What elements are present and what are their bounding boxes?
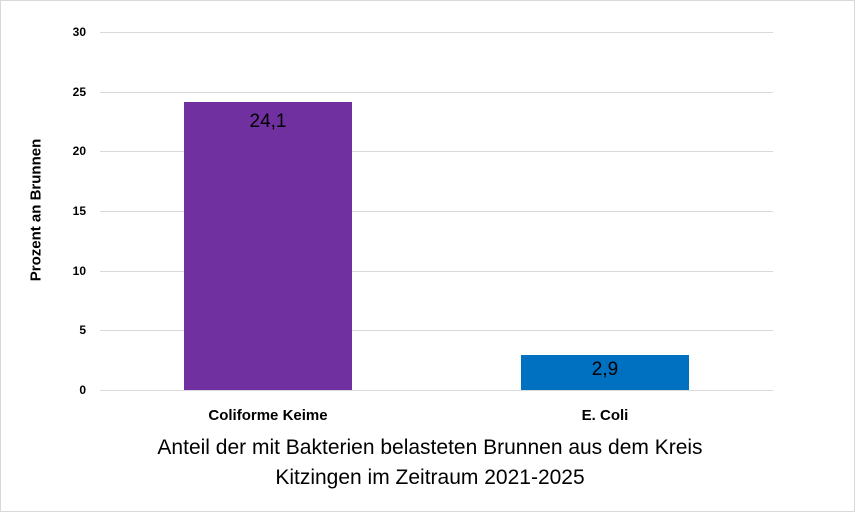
y-tick-label: 5 (79, 323, 86, 337)
gridline (100, 390, 773, 391)
gridline (100, 151, 773, 152)
x-tick-label: E. Coli (581, 407, 629, 424)
gridline (100, 211, 773, 212)
gridline (100, 271, 773, 272)
data-label: 2,9 (591, 359, 619, 380)
bar-coliforme-keime: 24,1 (184, 102, 352, 390)
gridline (100, 330, 773, 331)
x-axis-title-line-1: Anteil der mit Bakterien belasteten Brun… (157, 436, 703, 459)
gridline (100, 32, 773, 33)
x-axis-title: Anteil der mit Bakterien belasteten Brun… (60, 433, 800, 493)
x-axis-title-line-2: Kitzingen im Zeitraum 2021-2025 (275, 466, 585, 489)
data-label: 24,1 (249, 111, 287, 132)
y-tick-label: 30 (72, 25, 86, 39)
gridline (100, 92, 773, 93)
x-tick-label: Coliforme Keime (208, 407, 328, 424)
y-tick-label: 25 (72, 85, 86, 99)
y-tick-label: 15 (72, 204, 86, 218)
bar-e-coli: 2,9 (521, 355, 689, 390)
y-tick-label: 20 (72, 144, 86, 158)
y-tick-label: 0 (79, 383, 86, 397)
y-tick-label: 10 (72, 264, 86, 278)
